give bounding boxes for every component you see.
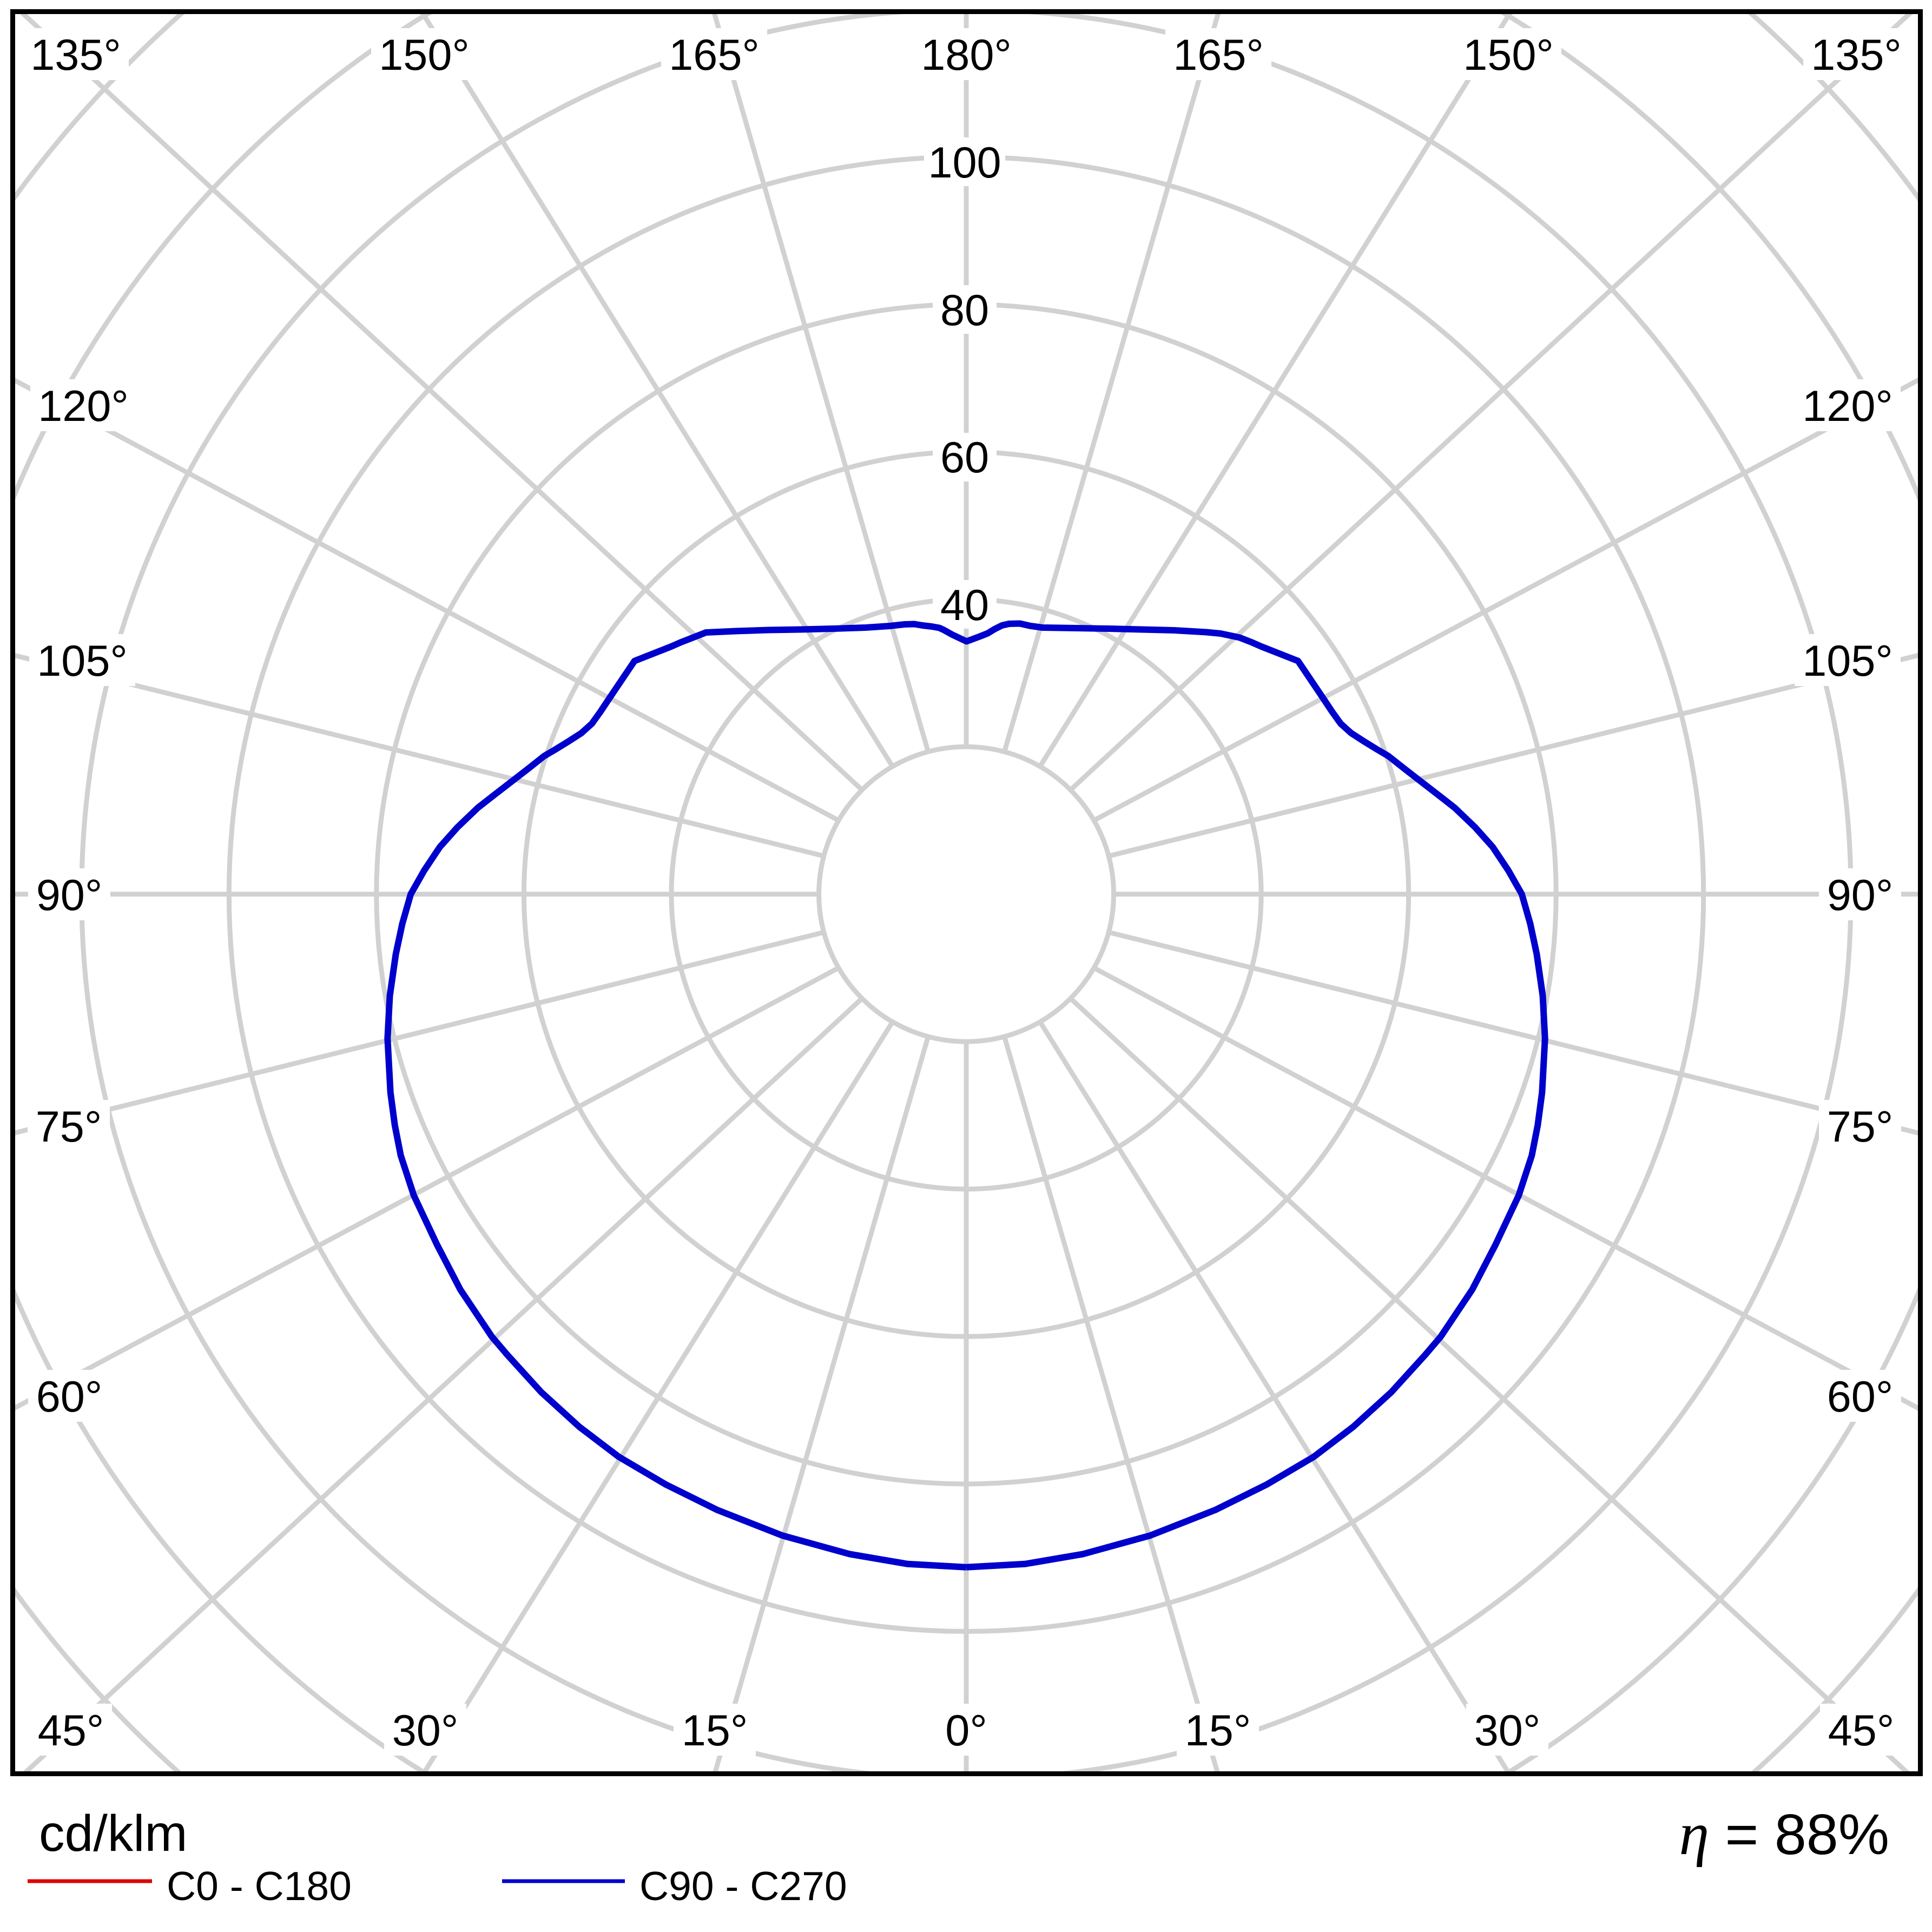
svg-text:80: 80	[940, 286, 989, 335]
svg-text:40: 40	[940, 581, 989, 630]
svg-text:60°: 60°	[36, 1373, 103, 1421]
svg-text:C90 - C270: C90 - C270	[639, 1863, 847, 1909]
svg-text:165°: 165°	[669, 31, 760, 80]
svg-text:15°: 15°	[1185, 1706, 1251, 1755]
svg-text:30°: 30°	[1474, 1706, 1541, 1755]
svg-text:15°: 15°	[682, 1706, 748, 1755]
svg-text:60°: 60°	[1827, 1373, 1894, 1421]
svg-text:180°: 180°	[921, 31, 1012, 80]
svg-text:105°: 105°	[37, 637, 128, 685]
svg-text:100: 100	[928, 139, 1001, 187]
svg-text:135°: 135°	[1811, 31, 1902, 80]
svg-text:45°: 45°	[38, 1706, 104, 1755]
svg-text:150°: 150°	[1463, 31, 1554, 80]
svg-text:75°: 75°	[36, 1103, 102, 1151]
svg-text:120°: 120°	[38, 382, 129, 431]
svg-text:η = 88%: η = 88%	[1679, 1801, 1889, 1868]
svg-text:60: 60	[940, 433, 989, 482]
svg-text:120°: 120°	[1802, 382, 1893, 431]
svg-text:105°: 105°	[1802, 637, 1893, 685]
svg-text:90°: 90°	[36, 871, 103, 920]
svg-text:C0 - C180: C0 - C180	[167, 1863, 352, 1909]
svg-text:45°: 45°	[1828, 1706, 1895, 1755]
svg-text:165°: 165°	[1173, 31, 1264, 80]
svg-text:75°: 75°	[1827, 1103, 1894, 1151]
svg-text:135°: 135°	[30, 31, 121, 80]
svg-text:0°: 0°	[945, 1706, 987, 1755]
svg-text:150°: 150°	[379, 31, 470, 80]
svg-text:cd/klm: cd/klm	[39, 1805, 187, 1862]
svg-text:90°: 90°	[1827, 871, 1894, 920]
svg-text:30°: 30°	[392, 1706, 459, 1755]
